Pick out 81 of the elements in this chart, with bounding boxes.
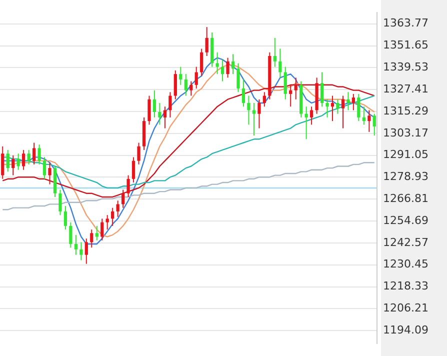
candlestick — [310, 106, 314, 126]
candlestick — [190, 80, 193, 96]
candlestick — [84, 238, 88, 264]
candlestick — [231, 54, 235, 75]
candlestick — [100, 218, 104, 241]
y-tick-label: 1315.29 — [383, 104, 428, 118]
y-tick-label: 1230.45 — [383, 258, 428, 271]
candlestick — [74, 234, 78, 256]
candlestick — [22, 149, 26, 170]
candlestick — [320, 72, 324, 108]
y-tick-label: 1327.41 — [383, 82, 428, 96]
y-tick-label: 1266.81 — [383, 192, 428, 205]
candlestick — [32, 142, 36, 165]
candlestick — [137, 142, 140, 165]
candlestick — [27, 149, 30, 165]
candlestick — [247, 95, 250, 126]
candlestick — [372, 113, 376, 136]
candlestick — [216, 52, 219, 75]
candlestick — [152, 90, 156, 118]
candlestick — [262, 92, 266, 108]
candlestick — [226, 57, 230, 78]
candlestick — [341, 95, 345, 129]
candlestick — [194, 66, 198, 90]
candlestick — [48, 162, 52, 185]
candlestick — [184, 74, 188, 96]
candlestick — [58, 189, 62, 216]
candlestick — [278, 48, 282, 78]
candlestick — [200, 48, 204, 76]
candlestick — [158, 102, 162, 126]
candlestick — [362, 106, 366, 126]
candlestick — [174, 70, 177, 100]
y-tick-label: 1254.69 — [383, 214, 428, 227]
candlestick — [126, 174, 130, 198]
candlestick — [336, 98, 340, 114]
candlestick — [148, 95, 151, 126]
candlestick — [284, 66, 287, 100]
candlestick — [1, 146, 4, 180]
candlestick — [346, 92, 350, 111]
y-tick-label: 1218.33 — [383, 280, 428, 293]
candlestick — [242, 78, 246, 108]
y-tick-label: 1194.09 — [383, 323, 428, 336]
candlestick — [304, 106, 308, 140]
candlestick — [168, 92, 172, 118]
candlestick — [368, 110, 371, 132]
candlestick — [357, 93, 360, 122]
candlestick — [38, 144, 41, 165]
candlestick — [179, 66, 182, 86]
candlestick — [163, 106, 167, 129]
candlestick — [116, 200, 120, 218]
y-tick-label: 1206.21 — [383, 302, 428, 315]
y-tick-label: 1278.93 — [383, 170, 428, 184]
candlestick — [289, 84, 292, 108]
candlestick — [95, 225, 98, 241]
candlestick — [121, 189, 125, 208]
candlestick — [294, 77, 298, 100]
y-tick-label: 1303.17 — [383, 126, 428, 140]
candlestick — [236, 62, 240, 93]
candlestick — [90, 229, 94, 248]
candlestick — [132, 156, 136, 184]
candlestick — [352, 93, 356, 111]
candlestick — [326, 98, 329, 118]
y-tick-label: 1339.53 — [383, 60, 428, 74]
candlestick — [6, 149, 10, 172]
candlestick — [69, 222, 72, 248]
y-tick-label: 1351.65 — [383, 38, 428, 52]
candlestick — [16, 153, 20, 170]
y-tick-label: 1242.57 — [383, 236, 428, 249]
candlestick — [330, 95, 334, 122]
candlestick — [64, 206, 68, 230]
y-tick-label: 1291.05 — [383, 148, 428, 162]
candlestick — [42, 156, 46, 180]
candlestick — [80, 242, 83, 261]
y-tick-label: 1363.77 — [383, 16, 428, 30]
candlestick — [220, 59, 224, 82]
candlestick — [111, 207, 114, 226]
candlestick — [258, 98, 261, 129]
candlestick — [205, 26, 208, 56]
candlestick — [12, 154, 15, 176]
candlestick — [273, 37, 276, 68]
candlestick — [252, 102, 256, 136]
candlestick — [106, 214, 109, 230]
